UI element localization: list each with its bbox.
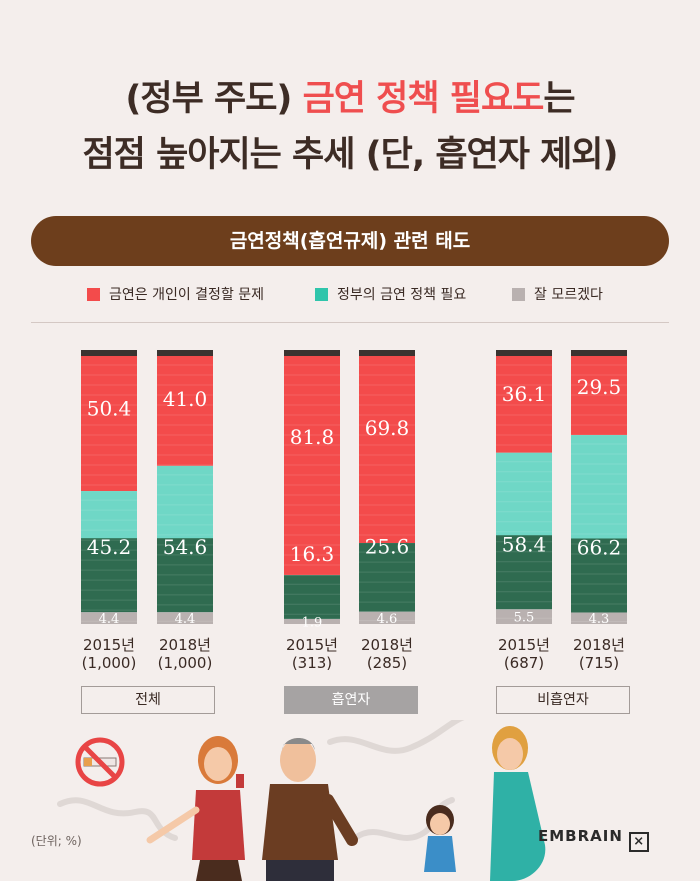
bar-segment-personal — [284, 356, 340, 576]
data-label-government: 58.4 — [502, 532, 547, 556]
data-label-personal: 41.0 — [163, 387, 208, 411]
data-label-unknown: 4.4 — [175, 612, 196, 627]
legend-label-unknown: 잘 모르겠다 — [534, 287, 603, 303]
title-highlight: 금연 정책 필요도 — [302, 79, 545, 119]
bar-caption: 2015년 (687) — [484, 636, 564, 672]
pregnant-woman-figure — [490, 726, 546, 881]
data-label-personal: 50.4 — [87, 396, 132, 420]
bar-segment-unknown — [571, 612, 627, 624]
data-label-government: 45.2 — [87, 535, 132, 559]
bar-segment-unknown — [496, 609, 552, 624]
bar-caption-sample: (715) — [578, 654, 620, 672]
bar-caption: 2018년 (285) — [347, 636, 427, 672]
legend-label-personal: 금연은 개인이 결정할 문제 — [109, 287, 265, 303]
group-label-all: 전체 — [81, 686, 215, 714]
bar-stack: 29.5 66.2 4.3 — [571, 350, 627, 627]
legend-item-personal: 금연은 개인이 결정할 문제 — [87, 284, 264, 304]
bar-segment-government-shade — [81, 538, 137, 613]
data-label-unknown: 4.6 — [377, 612, 398, 627]
chart-banner: 금연정책(흡연규제) 관련 태도 — [31, 216, 669, 266]
bar-stack: 36.1 58.4 5.5 — [496, 350, 552, 626]
bar-caption-year: 2015년 — [498, 636, 550, 654]
stacked-bar-chart: 50.4 45.2 4.4 41.0 54.6 4.4 81.8 16.3 1.9 69.8 25.… — [81, 350, 627, 630]
bar-caption-sample: (1,000) — [157, 654, 213, 672]
legend-item-government: 정부의 금연 정책 필요 — [315, 284, 466, 304]
brand-logo: EMBRAIN ⨯ — [538, 827, 650, 852]
title-post: 는 — [543, 79, 575, 119]
legend-swatch-personal — [87, 287, 100, 301]
bar-segment-government-shade — [496, 535, 552, 610]
bar-segment-personal — [157, 356, 213, 466]
bar-caption-sample: (1,000) — [81, 654, 137, 672]
bar-caption-year: 2015년 — [286, 636, 338, 654]
bar-segment-government-shade — [284, 575, 340, 619]
title-pre: (정부 주도) — [125, 79, 303, 119]
bar-segment-personal — [496, 356, 552, 453]
bar-cap — [571, 350, 627, 356]
unit-note: (단위; %) — [31, 834, 82, 848]
child-figure — [424, 805, 456, 872]
bar-stack: 81.8 16.3 1.9 — [284, 350, 340, 630]
title-line-2: 점점 높아지는 추세 (단, 흡연자 제외) — [82, 135, 618, 175]
bar-segment-personal — [81, 356, 137, 492]
group-label-nonsmokers: 비흡연자 — [496, 686, 630, 714]
bar-caption-sample: (285) — [366, 654, 408, 672]
legend-label-government: 정부의 금연 정책 필요 — [337, 287, 467, 303]
data-label-government: 66.2 — [577, 535, 622, 559]
bar-caption: 2018년 (1,000) — [145, 636, 225, 672]
group-label-smokers: 흡연자 — [284, 686, 418, 714]
woman-smoking-figure — [146, 736, 245, 881]
bar-cap — [359, 350, 415, 356]
data-label-government: 16.3 — [290, 542, 335, 566]
bar-caption-year: 2015년 — [83, 636, 135, 654]
data-label-government: 54.6 — [163, 535, 208, 559]
man-smoking-figure — [262, 738, 358, 881]
bar-segment-government-shade — [157, 538, 213, 613]
bar-segment-personal — [571, 356, 627, 436]
bar-caption-sample: (313) — [291, 654, 333, 672]
title-line-1: (정부 주도) 금연 정책 필요도는 — [0, 70, 700, 121]
bar-caption-year: 2018년 — [361, 636, 413, 654]
data-label-unknown: 5.5 — [514, 611, 535, 626]
divider — [31, 322, 669, 323]
smoke-trails — [57, 720, 465, 841]
bar-caption-year: 2018년 — [159, 636, 211, 654]
data-label-personal: 36.1 — [502, 382, 547, 406]
bar-cap — [496, 350, 552, 356]
bar-caption: 2015년 (313) — [272, 636, 352, 672]
bar-segment-unknown — [284, 618, 340, 624]
data-label-unknown: 4.4 — [99, 612, 120, 627]
bar-cap — [157, 350, 213, 356]
bar-stack: 41.0 54.6 4.4 — [157, 350, 213, 627]
legend-item-unknown: 잘 모르겠다 — [512, 284, 603, 304]
legend-swatch-unknown — [512, 287, 525, 301]
brand-mark-icon: ⨯ — [629, 832, 650, 852]
bar-segment-unknown — [157, 612, 213, 624]
legend-swatch-government — [315, 287, 328, 301]
bar-cap — [81, 350, 137, 356]
bar-stack: 69.8 25.6 4.6 — [359, 350, 415, 627]
brand-name: EMBRAIN — [538, 827, 623, 845]
bar-cap — [284, 350, 340, 356]
bar-caption-sample: (687) — [503, 654, 545, 672]
bar-caption-year: 2018년 — [573, 636, 625, 654]
data-label-government: 25.6 — [365, 535, 410, 559]
data-label-personal: 81.8 — [290, 425, 335, 449]
data-label-personal: 29.5 — [577, 375, 622, 399]
data-label-unknown: 1.9 — [302, 615, 323, 630]
data-label-unknown: 4.3 — [589, 612, 610, 627]
data-label-personal: 69.8 — [365, 416, 410, 440]
bar-caption: 2018년 (715) — [559, 636, 639, 672]
bar-segment-government-shade — [571, 538, 627, 613]
bar-stack: 50.4 45.2 4.4 — [81, 350, 137, 627]
bar-segment-unknown — [359, 611, 415, 624]
bar-segment-government-shade — [359, 543, 415, 612]
illustration — [57, 720, 546, 881]
legend: 금연은 개인이 결정할 문제 정부의 금연 정책 필요 잘 모르겠다 — [0, 284, 700, 304]
bar-caption: 2015년 (1,000) — [69, 636, 149, 672]
no-smoking-icon — [75, 737, 125, 787]
bar-segment-personal — [359, 356, 415, 544]
bar-segment-unknown — [81, 612, 137, 624]
